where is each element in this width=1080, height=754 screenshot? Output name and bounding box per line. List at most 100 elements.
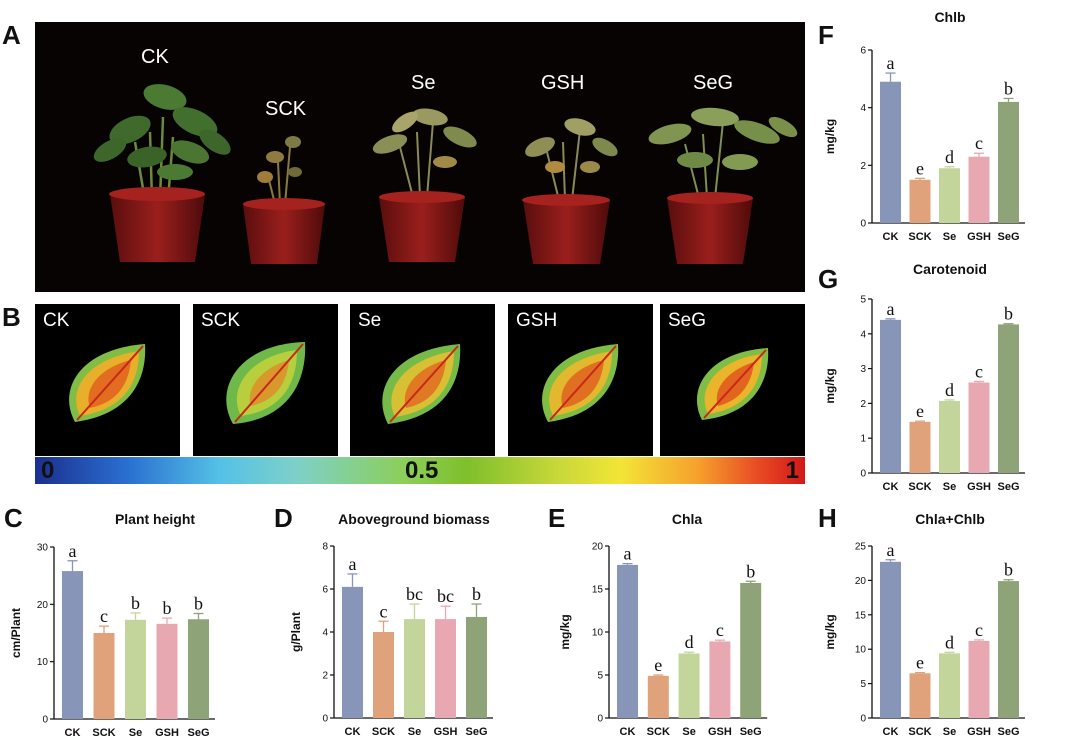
- bar-h-se: [939, 653, 960, 718]
- x-tick-label-e: SeG: [740, 726, 762, 738]
- y-tick-label-g: 4: [860, 329, 866, 340]
- significance-letter-e: a: [624, 544, 632, 564]
- significance-letter-f: c: [975, 133, 983, 153]
- plant-photo: CK SCK Se GSH SeG: [35, 22, 805, 292]
- y-axis-label-d: g/Plant: [289, 612, 303, 652]
- significance-letter-c: b: [163, 598, 172, 618]
- bar-h-gsh: [968, 640, 990, 718]
- bar-c-ck: [62, 571, 83, 719]
- y-axis-label-c: cm/Plant: [9, 608, 23, 658]
- bar-c-seg: [188, 619, 209, 719]
- y-tick-label-h: 10: [855, 645, 867, 656]
- x-tick-label-h: SeG: [997, 726, 1019, 738]
- y-tick-label-h: 25: [855, 542, 867, 553]
- y-tick-label-h: 5: [860, 679, 866, 690]
- bar-d-sck: [373, 632, 394, 718]
- y-tick-label-f: 0: [860, 219, 866, 230]
- leaf-label-sck: SCK: [201, 310, 241, 331]
- plant-ck: [93, 84, 231, 262]
- chart-chlb: Chlb 0 2 4 6 mg/kg a CK e SCK d Se c GSH b SeG: [823, 9, 1025, 243]
- leaf-image-sck: SCK: [193, 304, 338, 456]
- panel-letter-e: E: [548, 503, 566, 533]
- bar-c-sck: [93, 633, 115, 719]
- x-tick-label-c: CK: [65, 727, 81, 739]
- x-tick-label-h: Se: [943, 726, 956, 738]
- bar-f-sck: [909, 179, 931, 223]
- leaf-image-ck: CK: [35, 304, 180, 456]
- significance-letter-f: b: [1004, 78, 1013, 98]
- colorbar-max-label: 1: [785, 457, 799, 484]
- bar-h-sck: [909, 673, 931, 718]
- chart-title-g: Carotenoid: [913, 261, 987, 277]
- y-tick-label-e: 0: [597, 714, 603, 725]
- significance-letter-g: c: [975, 361, 983, 381]
- significance-letter-h: a: [887, 540, 895, 560]
- y-tick-label-e: 5: [597, 671, 603, 682]
- y-tick-label-h: 0: [860, 714, 866, 725]
- significance-letter-d: bc: [437, 586, 454, 606]
- bar-d-ck: [342, 586, 363, 718]
- y-tick-label-g: 1: [860, 434, 866, 445]
- bar-d-se: [404, 619, 425, 718]
- x-tick-label-h: SCK: [908, 726, 931, 738]
- x-tick-label-g: SeG: [997, 481, 1019, 493]
- bar-c-gsh: [156, 623, 178, 719]
- plant-sck: [243, 136, 325, 264]
- plant-gsh: [522, 118, 618, 264]
- x-tick-label-d: SCK: [372, 726, 395, 738]
- significance-letter-h: c: [975, 620, 983, 640]
- plant-seg: [648, 107, 798, 264]
- x-tick-label-f: Se: [943, 231, 956, 243]
- significance-letter-h: e: [916, 653, 924, 673]
- bar-g-seg: [998, 324, 1019, 473]
- leaf-label-gsh: GSH: [516, 310, 558, 331]
- significance-letter-f: d: [945, 147, 954, 167]
- x-tick-label-e: GSH: [708, 726, 732, 738]
- leaf-label-ck: CK: [43, 310, 70, 331]
- colorbar-min-label: 0: [41, 457, 55, 484]
- bar-f-se: [939, 168, 960, 223]
- leaf-shape-ck: [69, 344, 146, 422]
- x-tick-label-c: Se: [129, 727, 142, 739]
- leaf-image-se: Se: [350, 304, 495, 456]
- significance-letter-c: c: [100, 606, 108, 626]
- bar-f-gsh: [968, 156, 990, 223]
- leaf-shape-seg: [696, 348, 769, 420]
- y-tick-label-e: 15: [592, 585, 604, 596]
- plant-se: [372, 108, 477, 262]
- y-tick-label-f: 4: [860, 103, 866, 114]
- bar-g-sck: [909, 421, 931, 473]
- x-tick-label-e: Se: [682, 726, 695, 738]
- y-axis-label-g: mg/kg: [823, 368, 837, 403]
- panel-letter-g: G: [818, 264, 839, 294]
- significance-letter-d: a: [349, 554, 357, 574]
- y-tick-label-g: 3: [860, 364, 866, 375]
- y-tick-label-c: 30: [37, 543, 49, 554]
- y-tick-label-c: 0: [42, 715, 48, 726]
- photo-label-sck: SCK: [265, 98, 307, 120]
- x-tick-label-e: SCK: [647, 726, 670, 738]
- bar-e-gsh: [709, 641, 731, 718]
- leaf-image-gsh: GSH: [508, 304, 653, 456]
- chart-title-f: Chlb: [934, 9, 965, 25]
- y-tick-label-d: 8: [322, 542, 328, 553]
- chart-title-h: Chla+Chlb: [915, 511, 985, 527]
- y-tick-label-e: 10: [592, 628, 604, 639]
- fluorescence-colorbar: 0 0.5 1: [35, 457, 805, 484]
- leaf-shape-se: [382, 344, 461, 424]
- leaf-label-seg: SeG: [668, 310, 707, 331]
- y-axis-label-f: mg/kg: [823, 119, 837, 154]
- x-tick-label-f: GSH: [967, 231, 991, 243]
- significance-letter-g: a: [887, 299, 895, 319]
- bar-e-seg: [740, 582, 762, 718]
- bar-g-gsh: [968, 382, 990, 473]
- y-tick-label-d: 2: [322, 671, 328, 682]
- significance-letter-c: b: [194, 594, 203, 614]
- x-tick-label-e: CK: [620, 726, 636, 738]
- y-tick-label-g: 2: [860, 399, 866, 410]
- chart-title-d: Aboveground biomass: [338, 511, 490, 527]
- y-tick-label-h: 20: [855, 576, 867, 587]
- significance-letter-f: e: [916, 158, 924, 178]
- bar-f-seg: [998, 101, 1019, 223]
- x-tick-label-f: SeG: [997, 231, 1019, 243]
